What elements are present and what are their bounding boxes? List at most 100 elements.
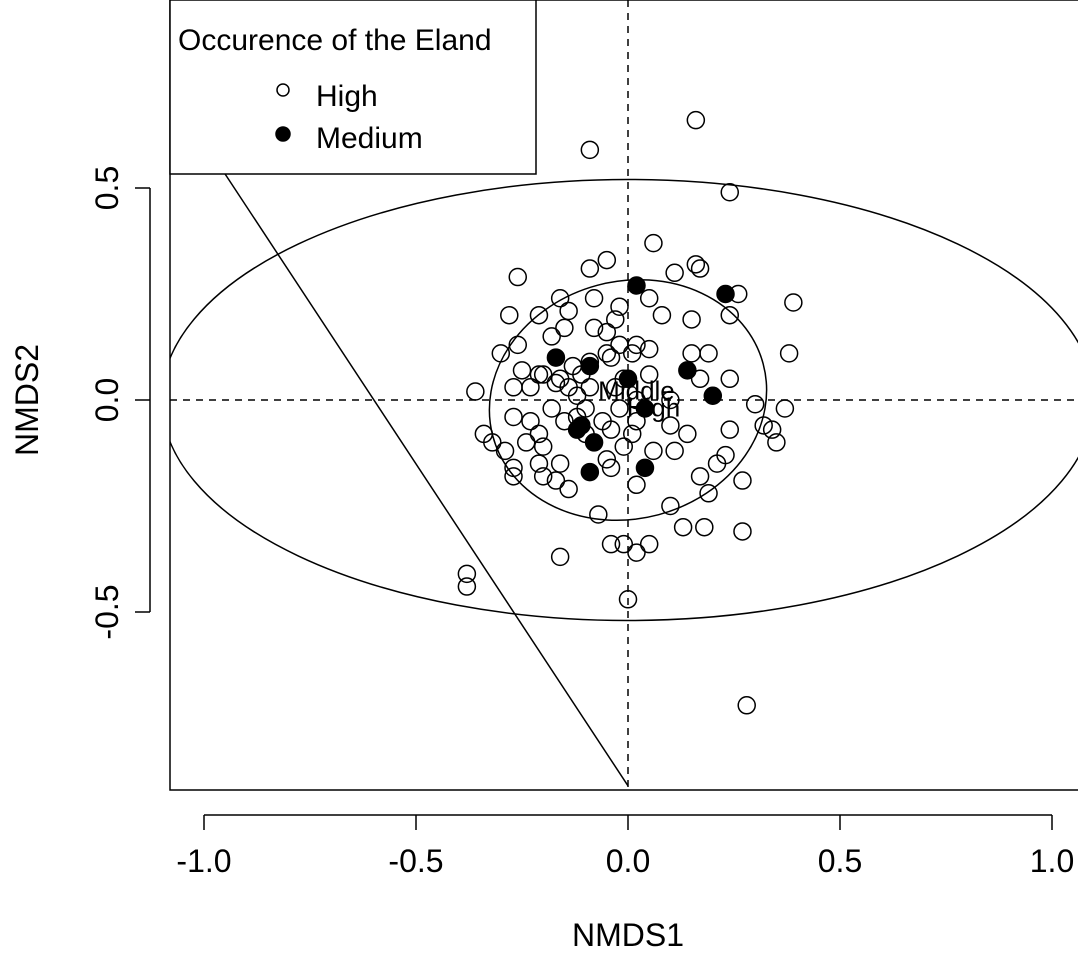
point-high [682, 344, 701, 363]
point-high [690, 259, 710, 278]
point-high [720, 305, 740, 325]
point-high [733, 471, 752, 490]
point-high [686, 110, 706, 130]
point-high [512, 361, 532, 380]
y-tick-label: 0.5 [89, 166, 125, 210]
point-high [597, 322, 617, 342]
point-high [639, 365, 659, 384]
legend-marker-high [276, 83, 290, 97]
group-label: Middle [598, 376, 675, 406]
point-high [550, 454, 570, 473]
point-medium [678, 361, 697, 380]
point-high [495, 441, 515, 461]
point-high [606, 378, 625, 397]
point-high [597, 250, 617, 270]
point-high [682, 310, 701, 329]
point-high [555, 411, 574, 431]
point-high [720, 369, 740, 389]
point-high [601, 458, 621, 478]
point-high [661, 496, 680, 516]
point-high [550, 547, 570, 567]
point-high [589, 505, 608, 524]
point-high [627, 411, 646, 431]
point-medium [627, 276, 646, 295]
point-high [707, 454, 727, 473]
point-high [521, 411, 540, 431]
point-high [627, 475, 646, 495]
point-high [644, 441, 663, 461]
point-high [504, 378, 523, 397]
point-high [601, 534, 621, 554]
point-high [550, 288, 570, 308]
point-high [457, 577, 477, 596]
legend-label-high: High [316, 80, 378, 113]
point-high [567, 386, 587, 406]
point-high [614, 534, 634, 554]
point-high [720, 420, 740, 439]
point-high [508, 335, 528, 355]
point-high [597, 344, 617, 363]
point-high [533, 437, 553, 456]
point-high [542, 327, 561, 346]
point-high [504, 458, 523, 478]
point-high [720, 182, 740, 202]
point-high [767, 433, 786, 452]
point-high [695, 517, 714, 537]
point-high [533, 467, 553, 486]
point-high [546, 471, 566, 490]
point-high [580, 259, 600, 278]
point-high [491, 344, 511, 363]
points [457, 110, 803, 715]
segment-line [170, 90, 629, 787]
point-high [559, 301, 578, 321]
x-tick-label: 0.5 [818, 843, 862, 879]
point-medium [580, 356, 600, 376]
x-tick-label: 1.0 [1030, 843, 1074, 879]
point-high [733, 522, 752, 541]
point-medium [546, 348, 566, 367]
point-high [516, 433, 536, 452]
point-high [754, 416, 773, 435]
point-medium [572, 416, 591, 435]
point-high [661, 390, 680, 410]
point-medium [716, 284, 735, 304]
point-high [508, 267, 528, 287]
point-high [584, 288, 604, 308]
point-high [584, 318, 604, 338]
point-high [622, 424, 642, 444]
point-medium [584, 433, 604, 452]
legend: Occurence of the Eland High Medium [169, 0, 537, 175]
point-medium [635, 399, 655, 418]
point-high [762, 420, 782, 439]
point-high [745, 394, 765, 414]
point-high [779, 344, 799, 363]
y-tick-label: 0.0 [89, 378, 125, 422]
point-high [627, 335, 646, 355]
ellipses [170, 178, 1078, 622]
segments [170, 90, 629, 787]
ellipse-inner [488, 278, 768, 522]
point-high [618, 590, 638, 609]
point-high [690, 369, 710, 389]
point-high [529, 454, 549, 473]
point-high [597, 450, 617, 469]
plot-area: Middle High [170, 0, 1078, 790]
point-high [533, 365, 553, 384]
point-high [529, 365, 549, 384]
x-axis-label: NMDS1 [572, 917, 684, 953]
point-high [665, 263, 684, 283]
point-high [580, 378, 600, 397]
point-high [610, 297, 629, 316]
point-high [775, 399, 795, 418]
point-medium [580, 462, 600, 482]
point-high [699, 484, 718, 503]
point-high [483, 433, 502, 452]
point-high [661, 416, 680, 435]
point-high [673, 517, 693, 537]
point-high [601, 348, 621, 367]
x-axis: -1.0 -0.5 0.0 0.5 1.0 [176, 814, 1074, 879]
point-high [500, 305, 519, 325]
point-high [639, 339, 659, 359]
